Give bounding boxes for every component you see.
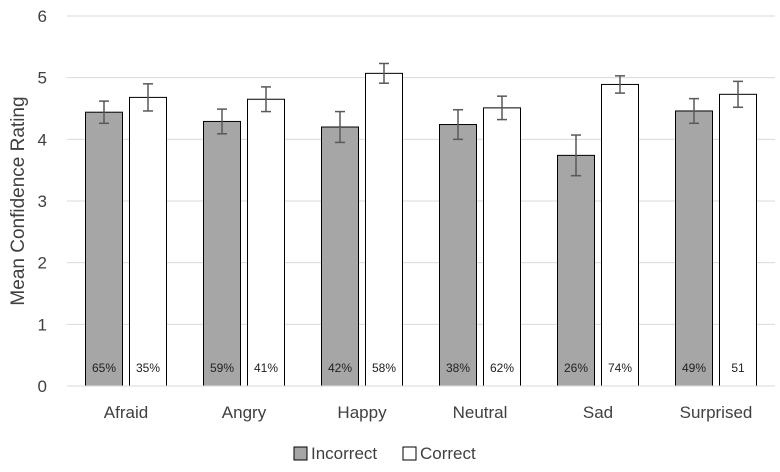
bar-correct-sad [601,83,639,387]
x-tick-label: Sad [583,403,613,422]
bar-data-label: 51 [731,361,745,375]
y-tick-label: 0 [38,377,47,396]
bar-correct-happy [365,72,403,387]
legend-label-incorrect: Incorrect [311,444,377,463]
x-tick-label: Afraid [104,403,148,422]
legend-swatch-correct [402,446,417,461]
x-tick-label: Neutral [453,403,508,422]
bar-correct-neutral [483,107,521,387]
bar-data-label: 41% [254,361,278,375]
bar-data-label: 65% [92,361,116,375]
y-tick-label: 3 [38,192,47,211]
bar-incorrect-surprised [675,110,713,387]
legend: Incorrect Correct [293,444,476,463]
gridlines [67,15,775,325]
bar-data-label: 62% [490,361,514,375]
bar-incorrect-neutral [439,124,477,387]
bar-data-label: 58% [372,361,396,375]
y-tick-label: 2 [38,254,47,273]
bar-incorrect-afraid [85,111,123,387]
bars [85,72,757,387]
bar-data-label: 26% [564,361,588,375]
bar-data-label: 42% [328,361,352,375]
bar-labels: 65% 35% 59% 41% 42% 58% 38% 62% 26% 74% 49% 51 [92,361,745,375]
y-tick-label: 6 [38,7,47,26]
error-bars [99,62,743,177]
axes: 0 1 2 3 4 5 6 Afraid Angry Happy Neutral Sad Surpris… [38,7,775,422]
x-tick-label: Angry [222,403,267,422]
bar-incorrect-happy [321,126,359,387]
y-axis-title: Mean Confidence Rating [8,96,29,305]
x-tick-label: Happy [337,403,387,422]
bar-incorrect-angry [203,120,241,387]
bar-data-label: 59% [210,361,234,375]
y-tick-label: 1 [38,315,47,334]
x-tick-label: Surprised [680,403,753,422]
legend-swatch-incorrect [293,446,308,461]
bar-data-label: 74% [608,361,632,375]
legend-label-correct: Correct [420,444,476,463]
y-tick-label: 4 [38,130,47,149]
bar-data-label: 49% [682,361,706,375]
bar-incorrect-sad [557,154,595,387]
bar-correct-afraid [129,96,167,387]
bar-data-label: 38% [446,361,470,375]
bar-data-label: 35% [136,361,160,375]
y-tick-label: 5 [38,69,47,88]
bar-correct-surprised [719,93,757,387]
bar-correct-angry [247,98,285,387]
